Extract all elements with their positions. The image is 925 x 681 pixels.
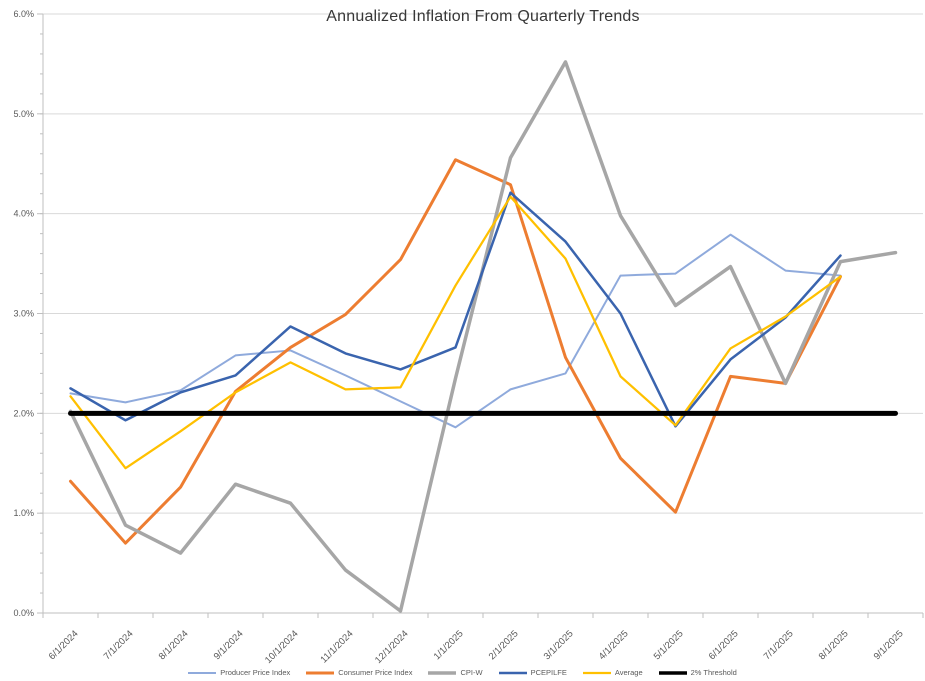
x-axis-label: 9/1/2025 xyxy=(872,628,906,662)
x-axis-label: 9/1/2024 xyxy=(212,628,246,662)
legend-swatch xyxy=(188,671,217,674)
x-axis-label: 7/1/2025 xyxy=(762,628,796,662)
legend-label: Consumer Price Index xyxy=(338,668,413,677)
legend-item-cpi-w: CPI-W xyxy=(428,668,483,677)
legend-swatch xyxy=(658,670,687,675)
x-axis-label: 10/1/2024 xyxy=(263,628,301,666)
x-axis-label: 12/1/2024 xyxy=(373,628,411,666)
x-axis-label: 7/1/2024 xyxy=(102,628,136,662)
x-axis-label: 8/1/2025 xyxy=(817,628,851,662)
legend-item-pcepilfe: PCEPILFE xyxy=(498,668,567,677)
legend-item-producer-price-index: Producer Price Index xyxy=(188,668,290,677)
legend-swatch xyxy=(306,671,335,674)
y-axis-label: 5.0% xyxy=(13,109,34,119)
legend-item-2-threshold: 2% Threshold xyxy=(658,668,737,677)
x-axis-label: 3/1/2025 xyxy=(542,628,576,662)
x-axis-label: 6/1/2025 xyxy=(707,628,741,662)
legend-label: PCEPILFE xyxy=(530,668,567,677)
series-line-cpi-w xyxy=(68,60,898,613)
legend-swatch xyxy=(498,671,527,674)
series-line-consumer-price-index xyxy=(69,158,842,545)
legend: Producer Price Index Consumer Price Index… xyxy=(0,668,925,677)
chart-title: Annualized Inflation From Quarterly Tren… xyxy=(326,8,640,25)
legend-label: CPI-W xyxy=(460,668,483,677)
x-axis-label: 2/1/2025 xyxy=(487,628,521,662)
legend-label: Average xyxy=(614,668,643,677)
series-line-producer-price-index xyxy=(69,233,842,429)
x-axis-label: 1/1/2025 xyxy=(432,628,466,662)
x-axis-label: 4/1/2025 xyxy=(597,628,631,662)
legend-label: Producer Price Index xyxy=(220,668,291,677)
legend-label: 2% Threshold xyxy=(690,668,737,677)
x-axis-label: 11/1/2024 xyxy=(318,628,355,665)
legend-item-average: Average xyxy=(582,668,643,677)
y-axis-label: 0.0% xyxy=(13,608,34,618)
series-line-pcepilfe xyxy=(69,191,842,428)
y-axis-label: 3.0% xyxy=(13,309,34,319)
x-axis-label: 6/1/2024 xyxy=(47,628,81,662)
legend-swatch xyxy=(428,670,457,675)
y-axis-label: 4.0% xyxy=(13,209,34,219)
y-axis-label: 6.0% xyxy=(13,9,34,19)
y-axis-label: 1.0% xyxy=(13,508,34,518)
y-axis-label: 2.0% xyxy=(13,408,34,418)
x-axis-label: 5/1/2025 xyxy=(652,628,686,662)
x-axis-label: 8/1/2024 xyxy=(157,628,191,662)
series-line-average xyxy=(69,195,842,470)
legend-swatch xyxy=(582,671,611,674)
legend-item-consumer-price-index: Consumer Price Index xyxy=(306,668,412,677)
